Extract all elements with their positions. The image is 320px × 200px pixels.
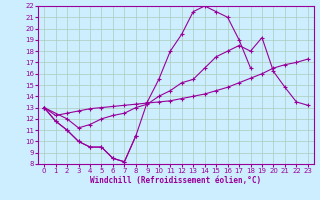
X-axis label: Windchill (Refroidissement éolien,°C): Windchill (Refroidissement éolien,°C) bbox=[91, 176, 261, 185]
